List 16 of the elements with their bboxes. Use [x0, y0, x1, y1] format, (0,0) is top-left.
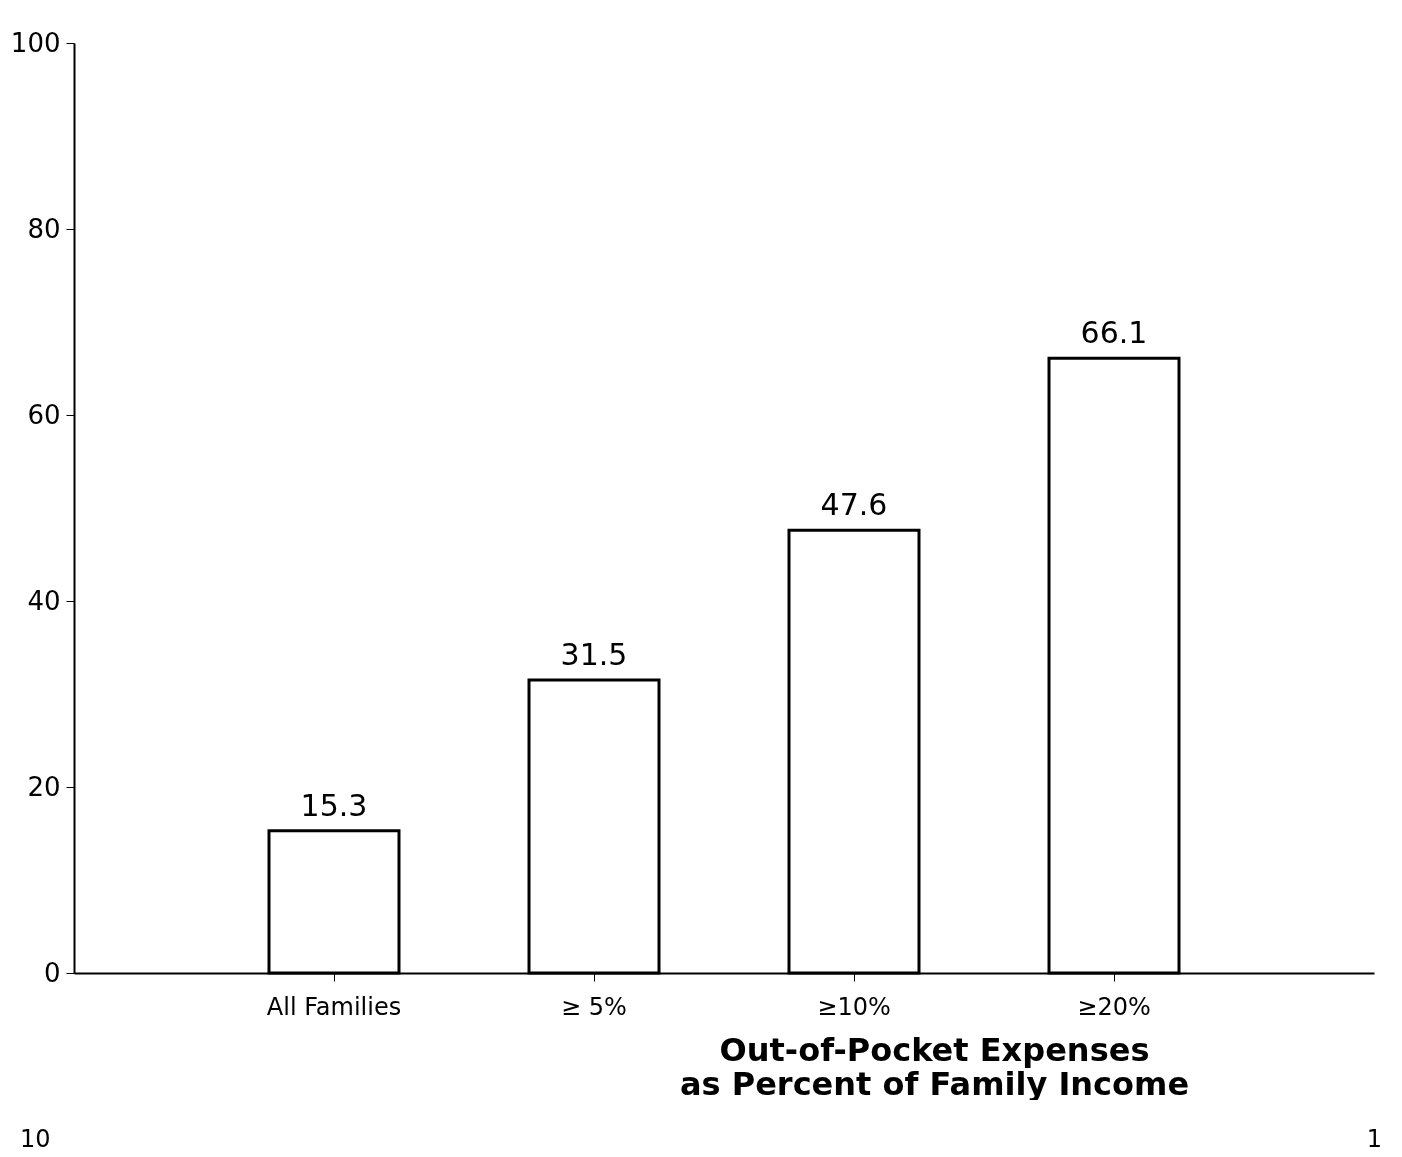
x-tick-label: ≥10% [817, 992, 891, 1021]
y-tick-label: 100 [10, 27, 61, 58]
y-tick-label: 0 [43, 957, 61, 988]
data-label: 15.3 [300, 787, 368, 823]
x-tick-label: ≥ 5% [561, 992, 627, 1021]
x-tick-label: ≥20% [1077, 992, 1151, 1021]
x-tick-label: All Families [266, 992, 402, 1021]
y-tick-label: 60 [27, 399, 61, 430]
text: 1 [1366, 1125, 1382, 1153]
data-label: 47.6 [820, 487, 888, 523]
y-tick-label: 20 [27, 771, 61, 802]
y-tick-label: 40 [27, 585, 61, 616]
data-label: 66.1 [1080, 315, 1148, 351]
data-label: 31.5 [560, 637, 628, 673]
text: 10 [20, 1125, 51, 1153]
y-tick-label: 80 [27, 213, 61, 244]
